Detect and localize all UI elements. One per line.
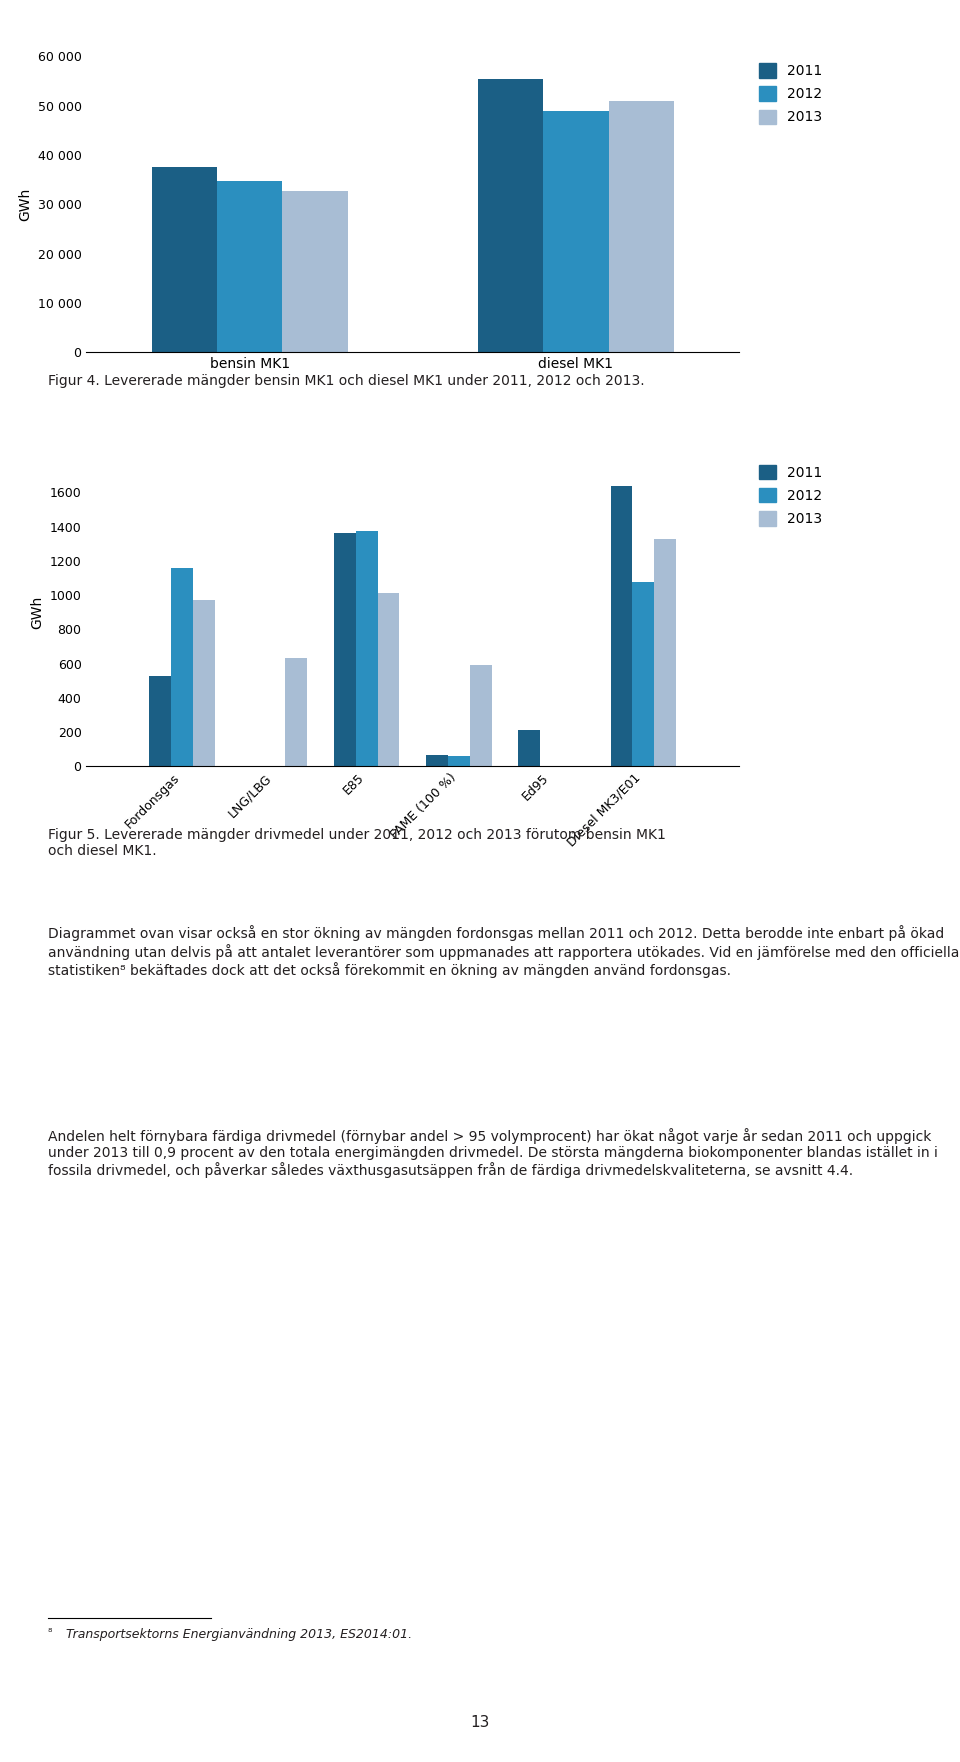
Text: Diagrammet ovan visar också en stor ökning av mängden fordonsgas mellan 2011 och: Diagrammet ovan visar också en stor ökni… [48,925,959,978]
Legend: 2011, 2012, 2013: 2011, 2012, 2013 [759,465,822,527]
Bar [611,486,633,766]
Bar [193,601,215,766]
Y-axis label: GWh: GWh [30,596,44,629]
Bar [518,731,540,766]
Bar [334,534,356,766]
Text: ⁸: ⁸ [48,1628,53,1639]
Bar [356,530,377,766]
Bar [285,657,307,766]
Bar [377,592,399,766]
Bar [543,111,609,352]
Bar [655,539,676,766]
Y-axis label: GWh: GWh [18,189,32,220]
Bar [448,756,469,766]
Bar [469,666,492,766]
Bar [150,675,171,766]
Bar [478,79,543,352]
Text: 13: 13 [470,1714,490,1730]
Bar [426,756,448,766]
Bar [609,100,674,352]
Bar [217,181,282,352]
Text: Andelen helt förnybara färdiga drivmedel (förnybar andel > 95 volymprocent) har : Andelen helt förnybara färdiga drivmedel… [48,1128,938,1179]
Text: Transportsektorns Energianvändning 2013, ES2014:01.: Transportsektorns Energianvändning 2013,… [62,1628,413,1640]
Bar [152,167,217,352]
Bar [282,190,348,352]
Bar [171,567,193,766]
Bar [633,581,655,766]
Text: Figur 5. Levererade mängder drivmedel under 2011, 2012 och 2013 förutom bensin M: Figur 5. Levererade mängder drivmedel un… [48,828,666,858]
Legend: 2011, 2012, 2013: 2011, 2012, 2013 [759,63,822,125]
Text: Figur 4. Levererade mängder bensin MK1 och diesel MK1 under 2011, 2012 och 2013.: Figur 4. Levererade mängder bensin MK1 o… [48,374,644,388]
